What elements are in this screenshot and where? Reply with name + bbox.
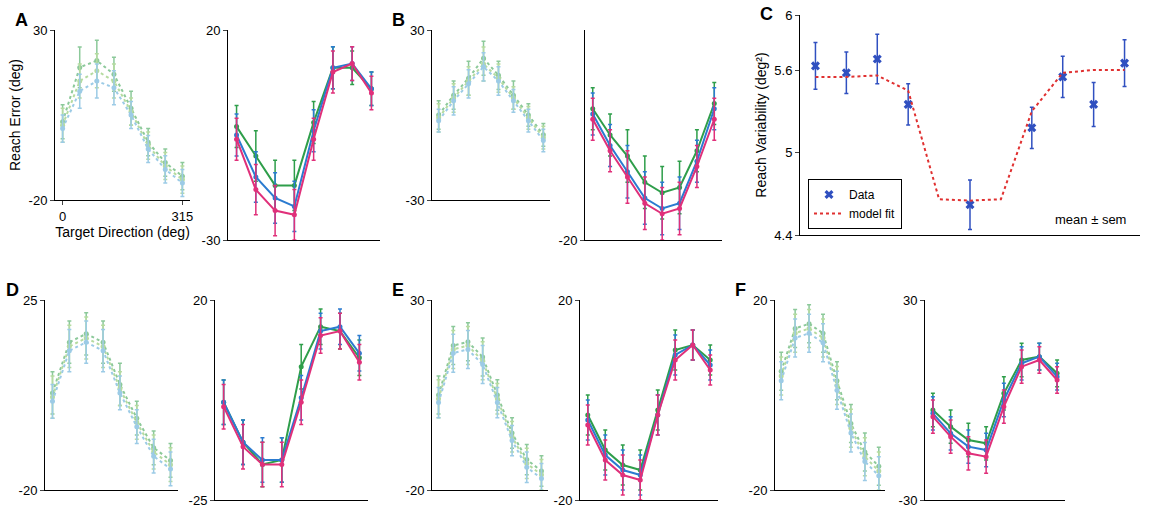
svg-text:-20: -20 (406, 483, 425, 498)
svg-text:5.6: 5.6 (774, 63, 792, 78)
svg-text:30: 30 (410, 23, 424, 38)
svg-text:4.4: 4.4 (774, 228, 792, 243)
svg-text:20: 20 (206, 23, 220, 38)
svg-text:B: B (392, 10, 405, 30)
svg-text:Data: Data (849, 188, 875, 202)
svg-text:D: D (6, 280, 19, 300)
svg-text:315: 315 (172, 209, 194, 224)
svg-text:Reach Variability (deg²): Reach Variability (deg²) (753, 52, 769, 197)
svg-text:Target Direction (deg): Target Direction (deg) (55, 224, 190, 240)
svg-text:5: 5 (785, 145, 792, 160)
svg-text:model fit: model fit (849, 207, 895, 221)
svg-text:20: 20 (193, 293, 207, 308)
svg-text:20: 20 (558, 293, 572, 308)
svg-text:6: 6 (785, 8, 792, 23)
svg-text:mean ± sem: mean ± sem (1055, 212, 1126, 227)
svg-text:-30: -30 (202, 233, 221, 248)
svg-text:Reach Error (deg): Reach Error (deg) (7, 59, 23, 171)
svg-text:-30: -30 (406, 193, 425, 208)
svg-text:0: 0 (59, 209, 66, 224)
svg-text:F: F (735, 280, 746, 300)
svg-text:C: C (760, 4, 773, 24)
svg-text:-25: -25 (189, 493, 208, 508)
svg-text:-20: -20 (559, 233, 578, 248)
svg-text:30: 30 (410, 293, 424, 308)
svg-text:30: 30 (903, 293, 917, 308)
svg-text:-20: -20 (554, 493, 573, 508)
svg-text:E: E (392, 280, 404, 300)
svg-text:25: 25 (23, 293, 37, 308)
svg-text:20: 20 (753, 293, 767, 308)
svg-text:-20: -20 (749, 483, 768, 498)
svg-text:-20: -20 (29, 193, 48, 208)
svg-text:A: A (15, 10, 28, 30)
svg-text:-20: -20 (19, 483, 38, 498)
svg-text:-30: -30 (899, 493, 918, 508)
svg-text:30: 30 (33, 23, 47, 38)
